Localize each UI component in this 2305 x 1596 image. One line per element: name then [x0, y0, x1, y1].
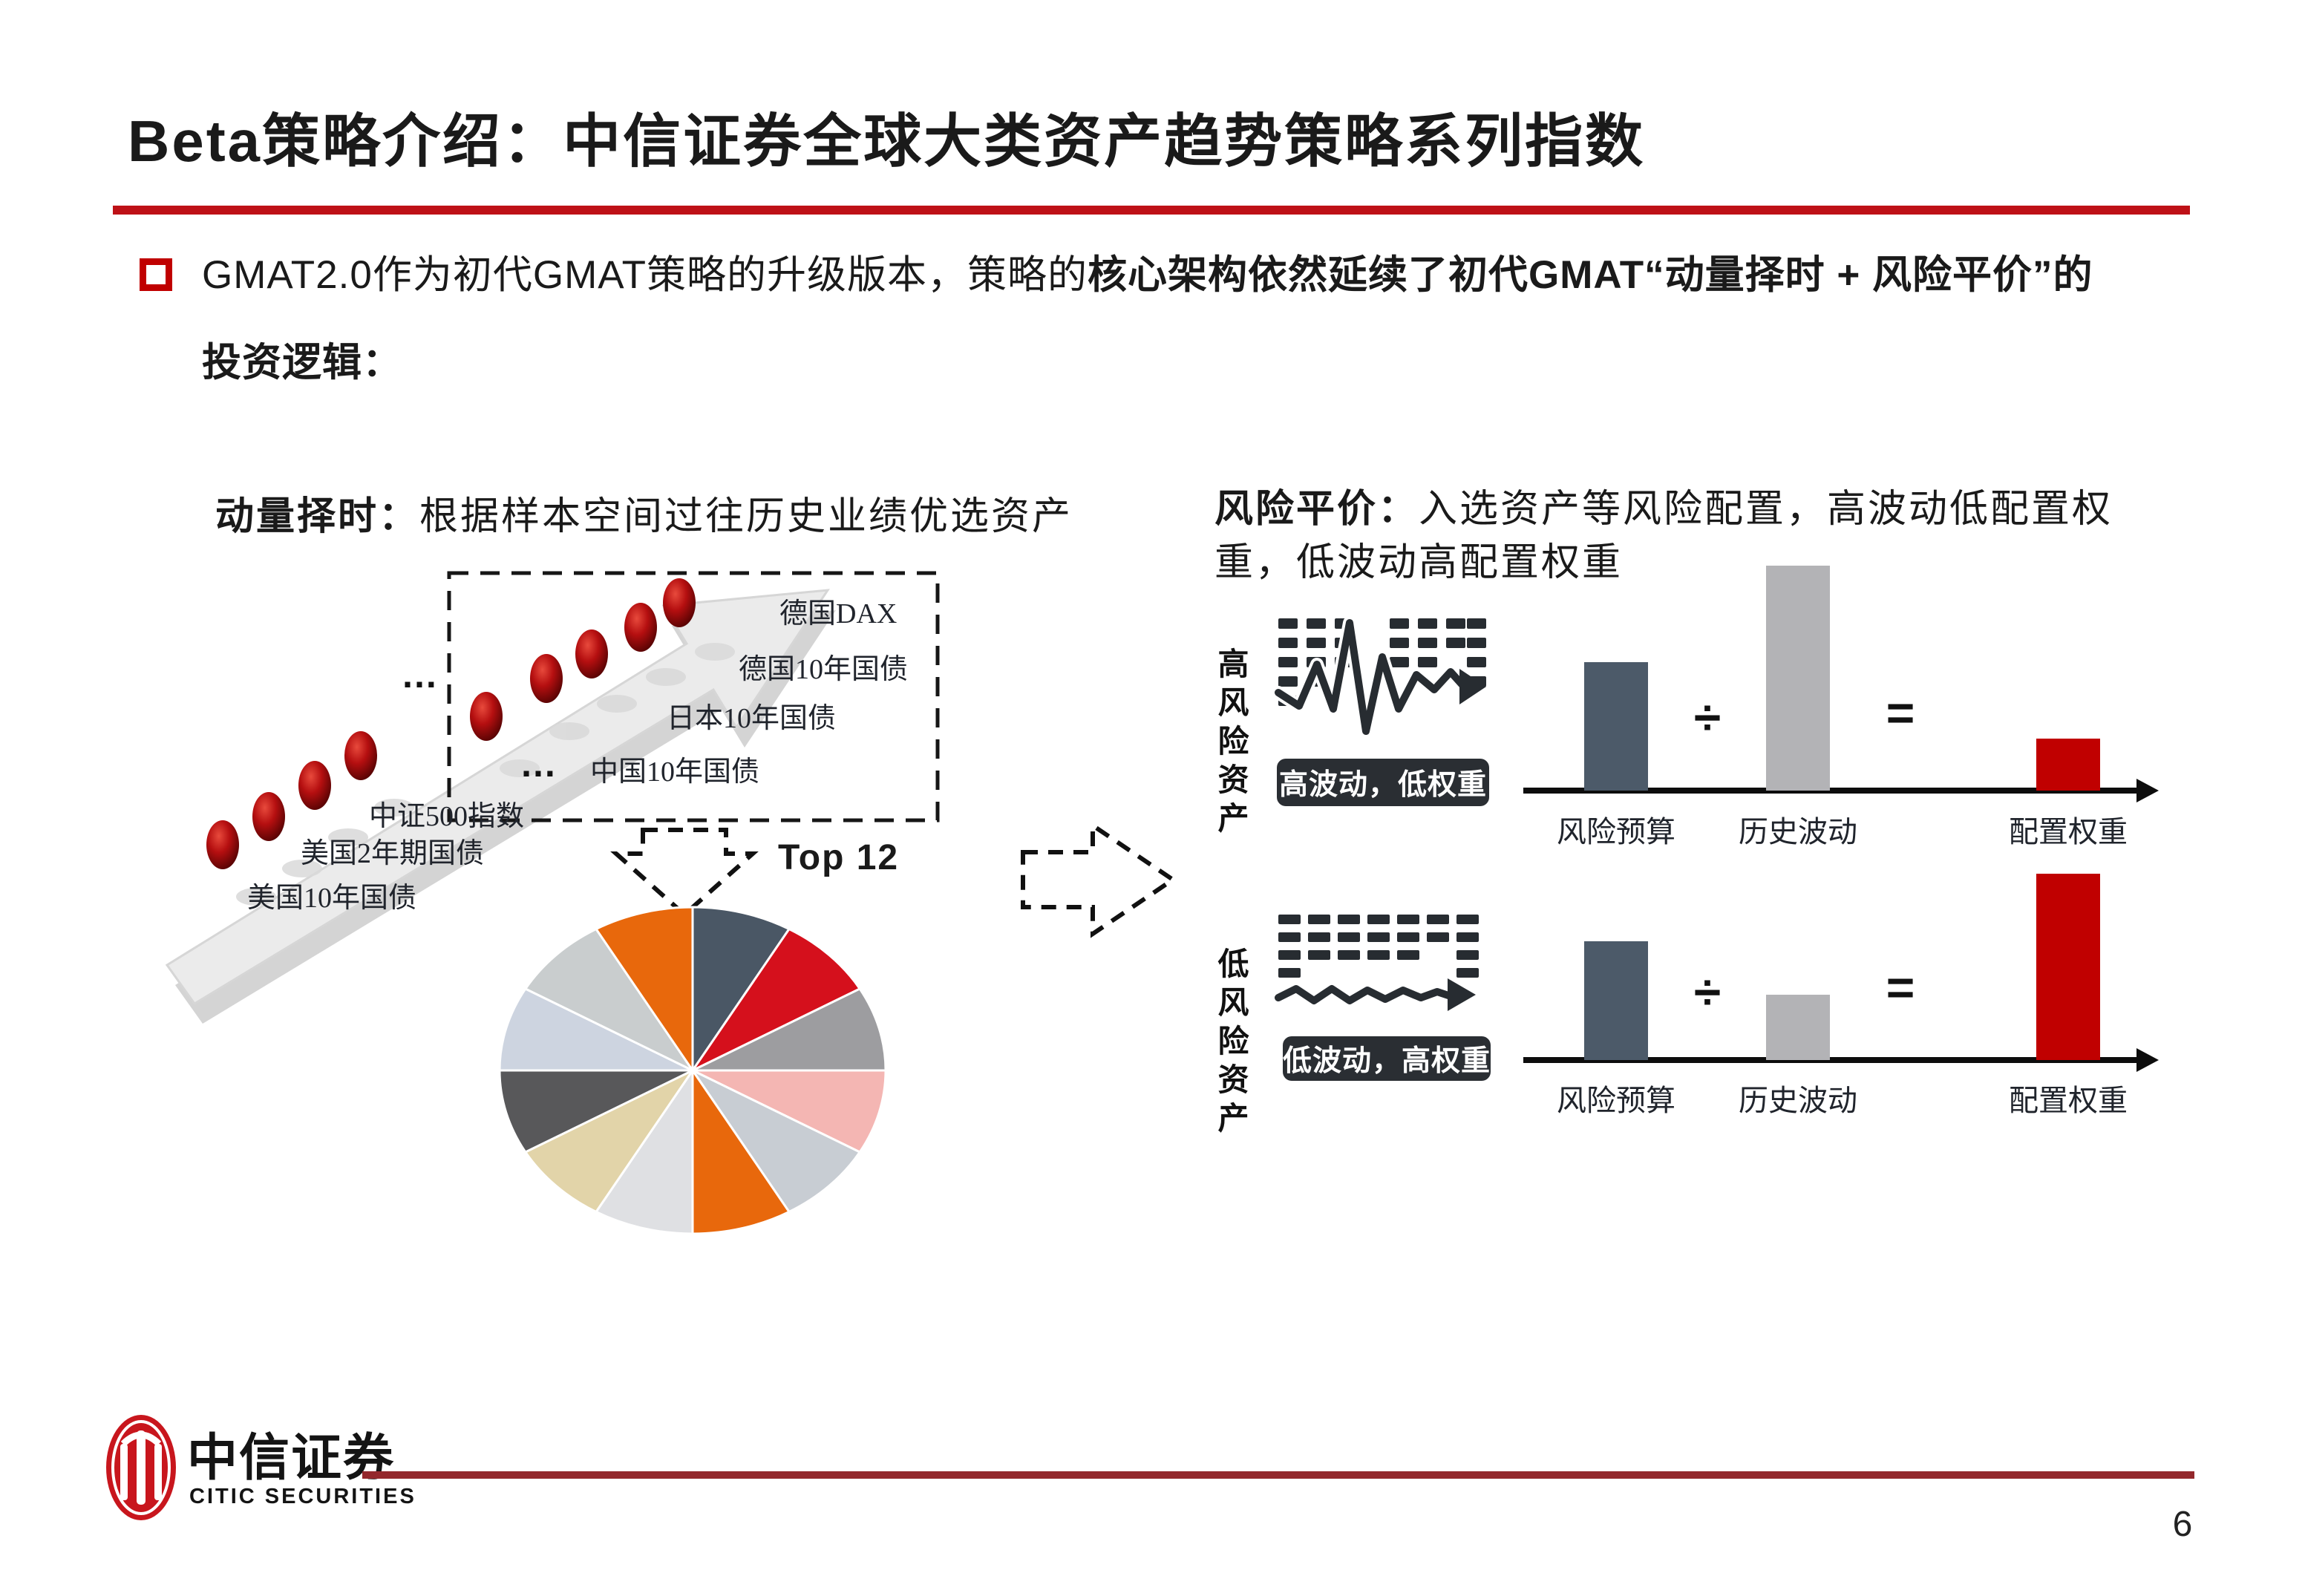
- divide-operator-row2: ÷: [1693, 964, 1722, 1019]
- asset-beads: [206, 578, 696, 869]
- pie-slice-1: [691, 906, 791, 1074]
- asset-label-us-10y: 美国10年国债: [247, 883, 417, 914]
- bullet-text-bold: 核心架构依然延续了初代GMAT“动量择时 + 风险平价”的: [1088, 253, 2093, 297]
- x-label-hist-vol-row1: 历史波动: [1739, 815, 1857, 848]
- risk-parity-heading-bold: 风险平价：: [1214, 488, 1419, 531]
- bar-高风险资产-风险预算: [1584, 662, 1648, 791]
- pie-slice-11: [523, 927, 696, 1073]
- pie-slice-4: [692, 1069, 887, 1154]
- axis-low-risk: [1523, 1048, 2159, 1072]
- bar-高风险资产-历史波动: [1766, 566, 1830, 791]
- divide-operator-row1: ÷: [1693, 690, 1722, 745]
- high-volatility-icon: [1272, 616, 1486, 738]
- pie-slice-9: [498, 1069, 693, 1154]
- momentum-heading-rest: 根据样本空间过往历史业绩优选资产: [419, 495, 1073, 538]
- footer-rule: [362, 1471, 2194, 1479]
- bead-shadows: [236, 643, 735, 906]
- risk-parity-heading: 风险平价：入选资产等风险配置，高波动低配置权重，低波动高配置权重: [1214, 483, 2191, 589]
- pie-slice-3: [692, 987, 887, 1072]
- momentum-heading: 动量择时：根据样本空间过往历史业绩优选资产: [215, 490, 1073, 543]
- high-risk-side-label: 高风险资产: [1214, 647, 1249, 840]
- pie-slice-12: [594, 906, 694, 1074]
- pie-slice-7: [594, 1067, 694, 1235]
- pie-slice-6: [691, 1067, 791, 1235]
- axis-high-risk: [1523, 779, 2159, 802]
- brand-name-cn: 中信证券: [187, 1430, 396, 1486]
- x-label-risk-budget-row2: 风险预算: [1557, 1084, 1675, 1117]
- top12-label: Top 12: [778, 838, 900, 877]
- low-vol-high-weight-badge: 低波动，高权重: [1283, 1036, 1491, 1081]
- asset-label-us-2y: 美国2年期国债: [301, 838, 485, 869]
- asset-label-jp-10y: 日本10年国债: [667, 703, 837, 734]
- risk-parity-heading-rest: 入选资产等风险配置，高波动低配置权重，低波动高配置权重: [1214, 488, 2113, 584]
- pie-slice-8: [523, 1067, 696, 1214]
- bullet-text-line1: GMAT2.0作为初代GMAT策略的升级版本，策略的核心架构依然延续了初代GMA…: [202, 243, 2093, 300]
- ellipsis-upper: …: [401, 654, 439, 696]
- x-label-risk-budget-row1: 风险预算: [1557, 815, 1675, 848]
- x-label-hist-vol-row2: 历史波动: [1739, 1084, 1857, 1117]
- trend-arrow: [165, 589, 836, 1024]
- pie-slice-5: [689, 1067, 862, 1214]
- pie-slice-2: [689, 927, 862, 1073]
- momentum-diagram: [165, 571, 1177, 1235]
- sample-space-dashed-box: [447, 571, 940, 822]
- flow-right-arrow-icon: [1021, 821, 1177, 938]
- bar-低风险资产-风险预算: [1584, 941, 1648, 1060]
- asset-label-de-10y: 德国10年国债: [739, 654, 909, 685]
- brand-name-en: CITIC SECURITIES: [189, 1485, 416, 1508]
- asset-label-csi500: 中证500指数: [369, 801, 525, 832]
- low-volatility-icon: [1272, 915, 1479, 1011]
- ellipsis-lower: …: [520, 743, 558, 785]
- title-rule: [113, 206, 2190, 215]
- bar-低风险资产-历史波动: [1766, 995, 1830, 1060]
- equals-operator-row1: =: [1886, 685, 1915, 740]
- page-title: Beta策略介绍：中信证券全球大类资产趋势策略系列指数: [128, 108, 1646, 174]
- bullet-text-line2: 投资逻辑：: [202, 341, 402, 385]
- x-label-alloc-weight-row1: 配置权重: [2009, 815, 2128, 848]
- momentum-heading-bold: 动量择时：: [215, 495, 420, 538]
- bar-低风险资产-配置权重: [2036, 874, 2100, 1060]
- x-label-alloc-weight-row2: 配置权重: [2009, 1084, 2128, 1117]
- select-down-arrow-icon: [610, 828, 759, 918]
- low-risk-side-label: 低风险资产: [1214, 947, 1249, 1140]
- top12-pie-chart: [498, 906, 887, 1235]
- asset-label-de-dax: 德国DAX: [779, 598, 898, 629]
- bar-高风险资产-配置权重: [2036, 739, 2100, 791]
- citic-logo: [106, 1415, 176, 1520]
- equals-operator-row2: =: [1886, 960, 1915, 1015]
- bullet-marker: [140, 258, 172, 291]
- page-number: 6: [2172, 1505, 2193, 1544]
- asset-label-cn-10y: 中国10年国债: [590, 756, 760, 788]
- bullet-text-regular: GMAT2.0作为初代GMAT策略的升级版本，策略的: [202, 253, 1088, 297]
- high-vol-low-weight-badge: 高波动，低权重: [1277, 759, 1489, 806]
- pie-slice-10: [498, 987, 693, 1072]
